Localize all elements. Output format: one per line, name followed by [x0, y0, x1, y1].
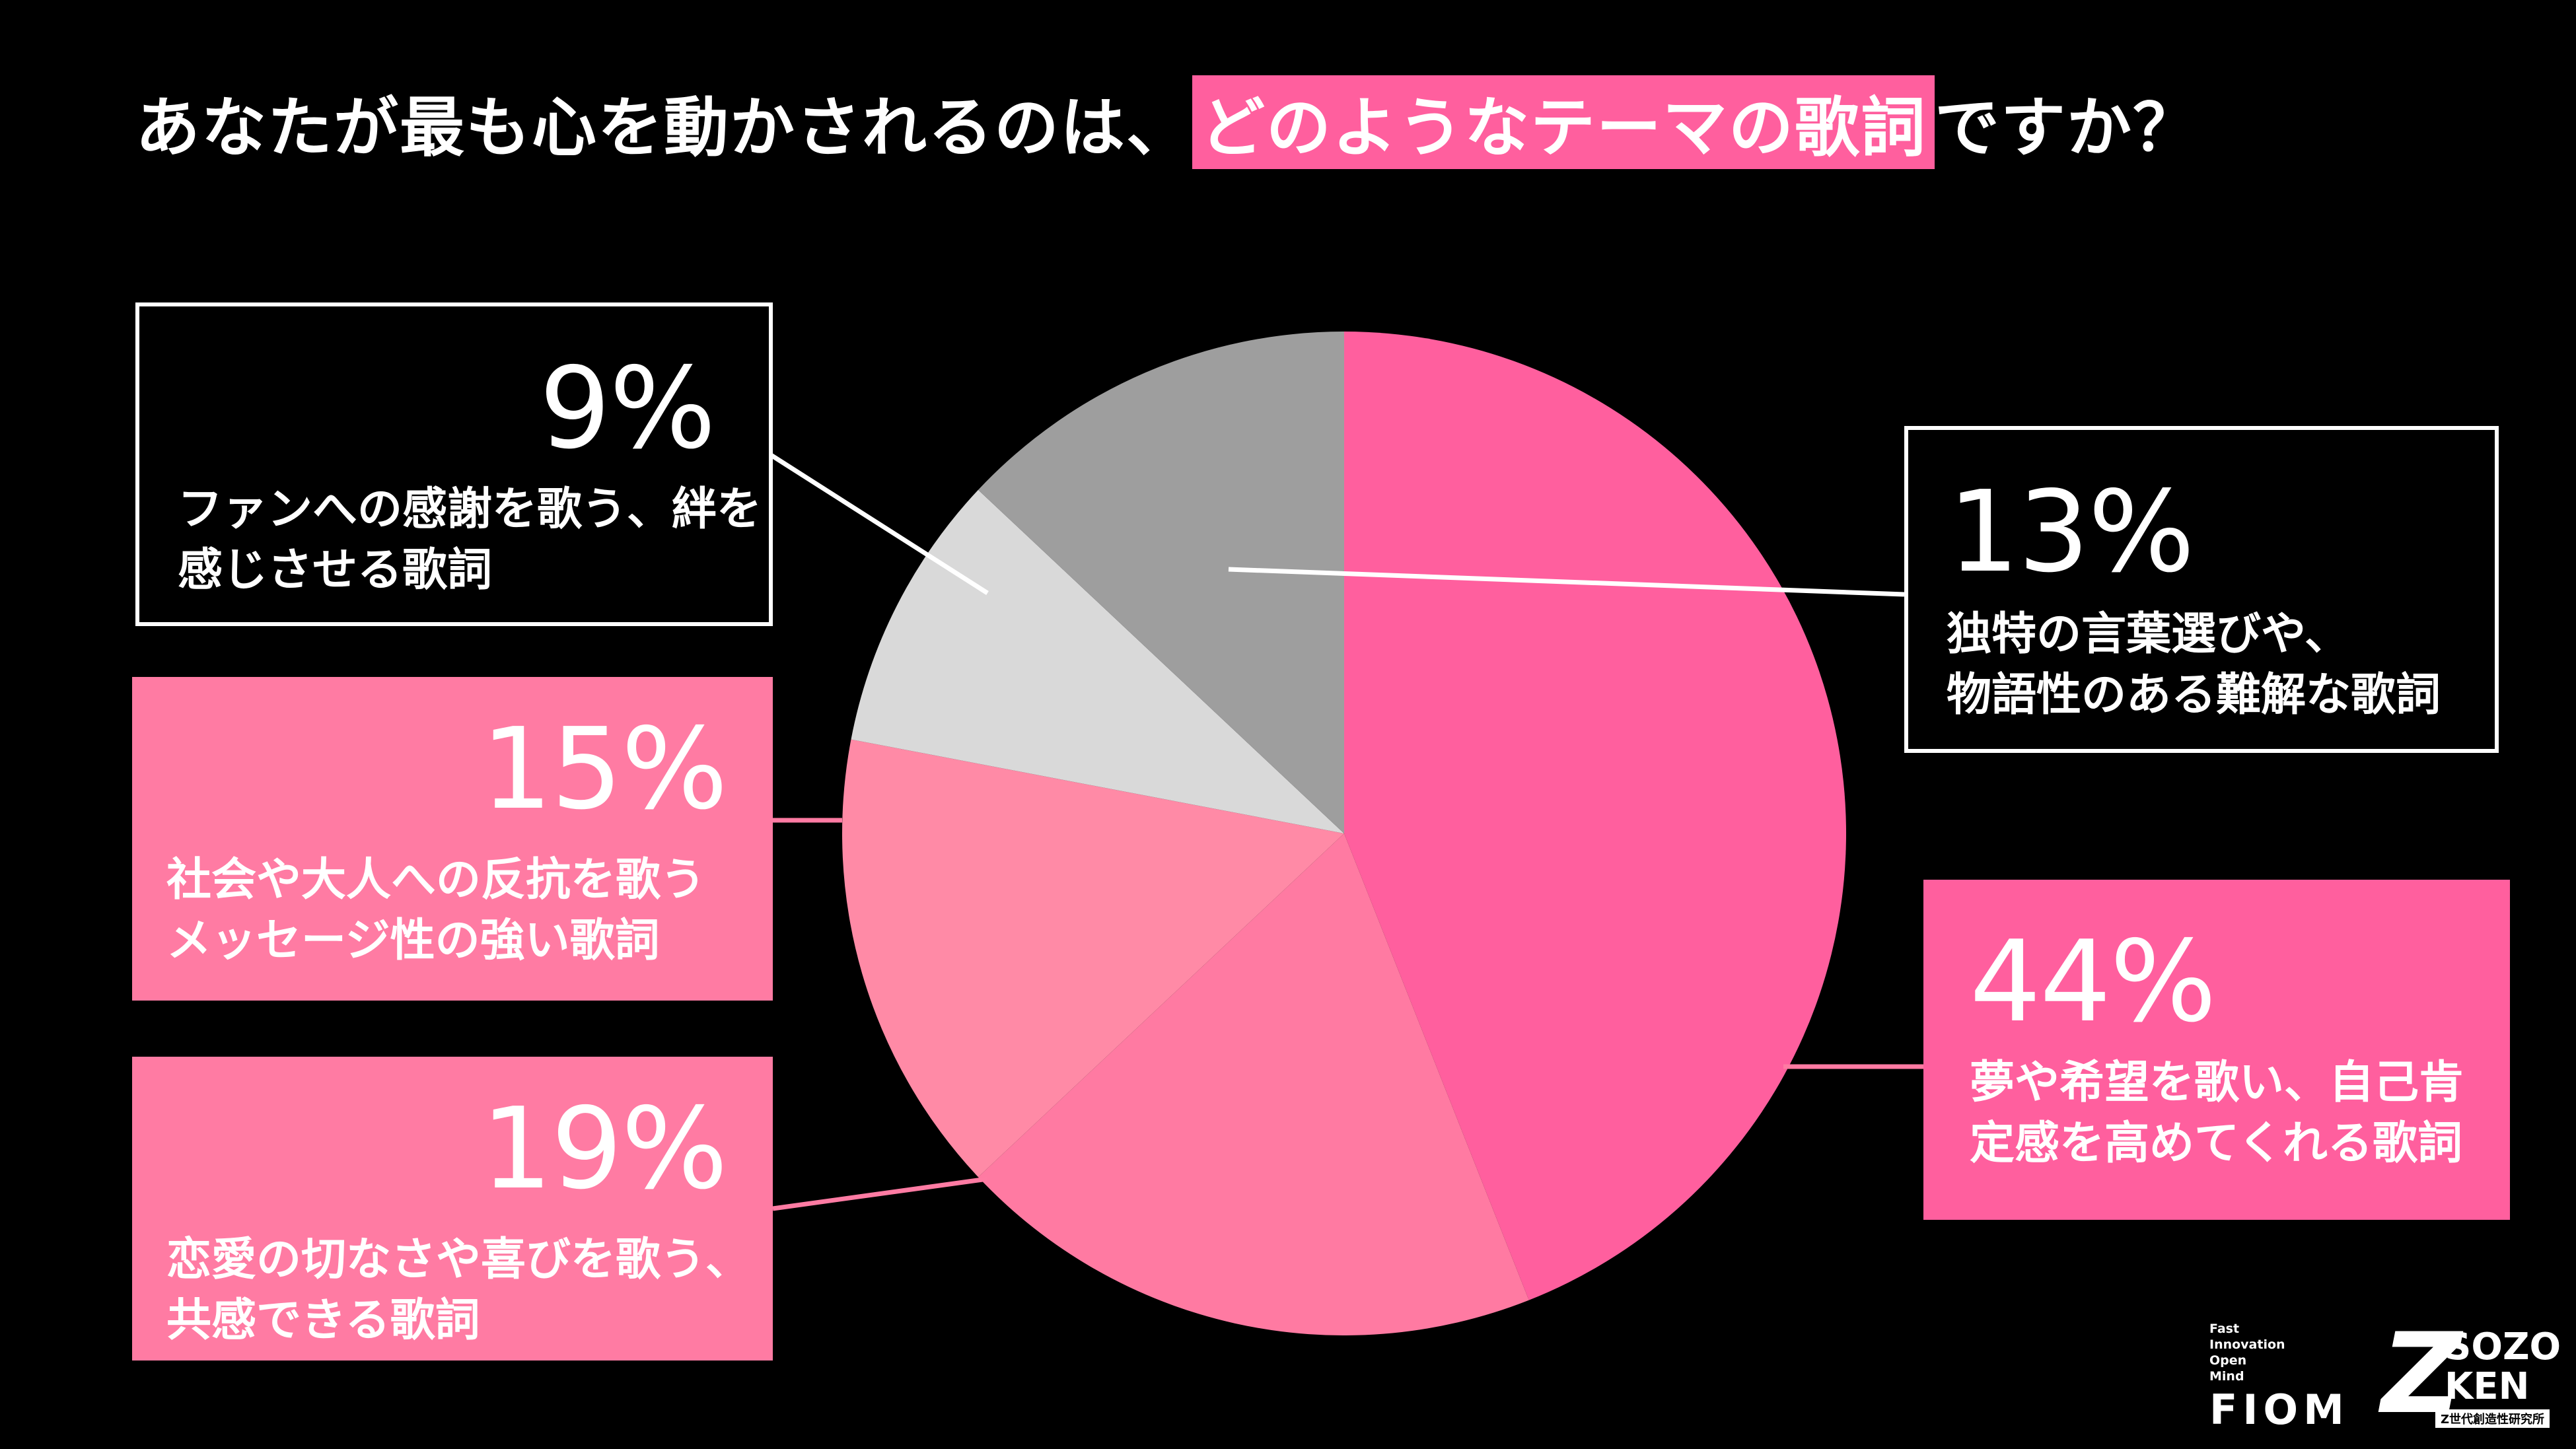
callout-line-1: 独特の言葉選びや、	[1947, 608, 2349, 660]
callout-slice-3: 9% ファンへの感謝を歌う、絆を 感じさせる歌詞	[135, 302, 773, 626]
fiom-tagline-1: Fast	[2209, 1322, 2240, 1336]
sozoken-word-1: SOZO	[2445, 1325, 2561, 1368]
fiom-tagline-2: Innovation	[2209, 1337, 2285, 1352]
pie-slice-1	[978, 833, 1529, 1336]
callout-line-1: 恋愛の切なさや喜びを歌う、	[166, 1234, 751, 1286]
title-prefix: あなたが最も心を動かされるのは、	[135, 90, 1193, 166]
leader-line-1	[772, 1176, 988, 1211]
callout-line-2: 感じさせる歌詞	[178, 544, 493, 596]
sozoken-word-2: KEN	[2445, 1365, 2530, 1408]
callout-line-2: メッセージ性の強い歌詞	[166, 915, 660, 967]
callout-slice-0: 44% 夢や希望を歌い、自己肯 定感を高めてくれる歌詞	[1923, 880, 2510, 1220]
callout-value: 13%	[1948, 467, 2195, 598]
sozoken-logo: Z SOZO KEN Z世代創造性研究所	[2381, 1318, 2561, 1429]
callout-value: 9%	[539, 343, 716, 474]
callout-line-1: 夢や希望を歌い、自己肯	[1970, 1057, 2464, 1109]
callout-value: 15%	[481, 704, 728, 835]
page-title: あなたが最も心を動かされるのは、 どのようなテーマの歌詞 ですか？	[135, 73, 2199, 172]
callout-line-1: 社会や大人への反抗を歌う	[166, 854, 706, 906]
leader-line-4	[1228, 567, 1905, 597]
pie-slice-3	[851, 489, 1344, 833]
pie-slice-2	[842, 739, 1344, 1178]
pie-slice-0	[1344, 332, 1847, 1300]
sozoken-subtitle: Z世代創造性研究所	[2435, 1409, 2550, 1428]
callout-line-2: 定感を高めてくれる歌詞	[1970, 1117, 2462, 1170]
callout-slice-2: 15% 社会や大人への反抗を歌う メッセージ性の強い歌詞	[132, 677, 773, 1001]
leader-line-3	[758, 446, 989, 595]
callout-slice-4: 13% 独特の言葉選びや、 物語性のある難解な歌詞	[1904, 426, 2499, 753]
fiom-logo: Fast Innovation Open Mind FIOM	[2209, 1321, 2349, 1433]
callout-value: 44%	[1970, 917, 2217, 1047]
callout-slice-1: 19% 恋愛の切なさや喜びを歌う、 共感できる歌詞	[132, 1057, 773, 1361]
fiom-tagline-4: Mind	[2209, 1369, 2244, 1384]
fiom-wordmark: FIOM	[2209, 1386, 2349, 1434]
callout-value: 19%	[481, 1084, 728, 1215]
fiom-tagline-3: Open	[2209, 1353, 2247, 1368]
title-highlight: どのようなテーマの歌詞	[1192, 75, 1935, 169]
title-suffix: ですか？	[1935, 90, 2200, 166]
callout-line-1: ファンへの感謝を歌う、絆を	[178, 483, 762, 536]
callout-line-2: 共感できる歌詞	[166, 1294, 480, 1347]
pie-slice-4	[978, 332, 1344, 833]
callout-line-2: 物語性のある難解な歌詞	[1947, 669, 2441, 721]
